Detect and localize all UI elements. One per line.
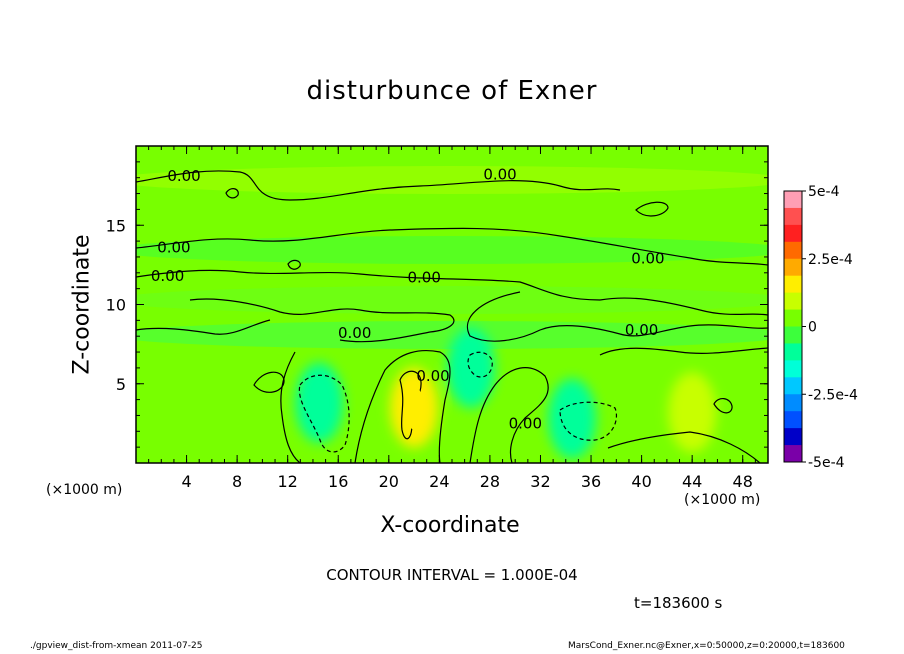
colorbar: 5e-4 2.5e-4 0 -2.5e-4 -5e-4 xyxy=(783,184,858,471)
y-axis-title: Z-coordinate xyxy=(69,234,95,375)
x-tick-label: 48 xyxy=(733,472,753,491)
colorbar-segment xyxy=(784,445,802,463)
field-band xyxy=(136,236,768,264)
x-tick-label: 24 xyxy=(429,472,449,491)
contour-line xyxy=(607,431,761,463)
colorbar-segment xyxy=(784,241,802,260)
colorbar-segment xyxy=(784,411,802,429)
field-band xyxy=(136,286,768,314)
colorbar-segment xyxy=(784,258,802,277)
contour-label: 0.00 xyxy=(338,324,371,342)
contour-label: 0.00 xyxy=(407,269,440,287)
contour-line xyxy=(599,297,768,316)
contour-line xyxy=(466,291,768,342)
contour-label: 0.00 xyxy=(631,250,664,268)
field-band xyxy=(136,166,768,194)
contour-label: 0.00 xyxy=(625,321,658,339)
contour-label: 0.00 xyxy=(167,167,200,185)
x-tick-label: 44 xyxy=(682,472,702,491)
colorbar-segment xyxy=(784,394,802,412)
x-axis: 4 8 12 16 20 24 28 32 36 40 44 48 xyxy=(148,146,756,491)
colorbar-tick-label: -2.5e-4 xyxy=(808,387,858,403)
contour-line xyxy=(469,367,549,463)
x-tick-label: 20 xyxy=(379,472,399,491)
x-tick-label: 28 xyxy=(480,472,500,491)
colorbar-segment xyxy=(784,377,802,395)
field-bands xyxy=(136,166,768,349)
footer-file-info: MarsCond_Exner.nc@Exner,x=0:50000,z=0:20… xyxy=(568,641,845,651)
x-tick-label: 12 xyxy=(278,472,298,491)
contour-line xyxy=(635,201,669,217)
x-tick-label: 36 xyxy=(581,472,601,491)
colorbar-segment xyxy=(784,191,802,209)
contour-line xyxy=(354,349,451,463)
colorbar-tick-label: 5e-4 xyxy=(808,184,840,200)
y-tick-label: 10 xyxy=(106,296,126,315)
contour-label: 0.00 xyxy=(151,267,184,285)
contour-interval-note: CONTOUR INTERVAL = 1.000E-04 xyxy=(326,566,578,584)
colorbar-tick-label: 2.5e-4 xyxy=(808,252,853,268)
contour-line xyxy=(298,374,350,453)
contour-lines xyxy=(136,170,768,463)
contour-label: 0.00 xyxy=(416,367,449,385)
field-band xyxy=(136,321,768,349)
y-tick-label: 15 xyxy=(106,216,126,235)
x-tick-label: 40 xyxy=(631,472,651,491)
contour-line xyxy=(136,319,271,335)
x-tick-label: 32 xyxy=(530,472,550,491)
x-tick-label: 4 xyxy=(181,472,191,491)
field-feature xyxy=(548,378,597,459)
colorbar-segment xyxy=(784,428,802,446)
colorbar-segment xyxy=(784,207,802,226)
colorbar-tick-label: 0 xyxy=(808,320,817,336)
x-tick-label: 8 xyxy=(232,472,242,491)
contour-line xyxy=(136,170,621,201)
contour-line xyxy=(467,351,493,378)
x-unit-label-left: (×1000 m) xyxy=(46,482,123,498)
y-tick-label: 5 xyxy=(116,375,126,394)
x-tick-label: 16 xyxy=(328,472,348,491)
field-area: 0.00 0.00 0.00 0.00 0.00 0.00 0.00 0.00 0.00 0.00 xyxy=(136,146,768,463)
colorbar-segment xyxy=(784,326,802,344)
colorbar-segment xyxy=(784,275,802,294)
colorbar-segment xyxy=(784,292,802,311)
chart-title: disturbunce of Exner xyxy=(306,76,598,106)
contour-label: 0.00 xyxy=(483,166,516,184)
field-feature-core xyxy=(405,385,424,430)
colorbar-segment xyxy=(784,360,802,378)
contour-line xyxy=(287,259,301,270)
y-axis: 5 10 15 xyxy=(106,161,768,448)
contour-line xyxy=(280,351,301,463)
contour-line xyxy=(225,188,239,199)
contour-line xyxy=(599,347,768,356)
field-feature xyxy=(446,327,495,408)
contour-line xyxy=(136,269,601,301)
colorbar-segment xyxy=(784,343,802,361)
contour-line xyxy=(136,227,768,266)
contour-line xyxy=(189,298,455,343)
colorbar-tick-label: -5e-4 xyxy=(808,455,845,471)
footer-script-info: ./gpview_dist-from-xmean 2011-07-25 xyxy=(30,641,203,651)
contour-labels: 0.00 0.00 0.00 0.00 0.00 0.00 0.00 0.00 0.00 0.00 xyxy=(151,166,665,433)
x-unit-label-right: (×1000 m) xyxy=(684,492,761,508)
x-axis-title: X-coordinate xyxy=(380,513,520,538)
contour-line xyxy=(253,371,285,393)
field-feature xyxy=(668,372,717,453)
contour-label: 0.00 xyxy=(509,414,542,432)
colorbar-segment xyxy=(784,224,802,243)
colorbar-segment xyxy=(784,309,802,327)
contour-line xyxy=(713,398,733,414)
field-feature xyxy=(295,362,344,443)
contour-line xyxy=(559,401,617,441)
contour-label: 0.00 xyxy=(157,238,190,256)
time-label: t=183600 s xyxy=(634,594,723,612)
